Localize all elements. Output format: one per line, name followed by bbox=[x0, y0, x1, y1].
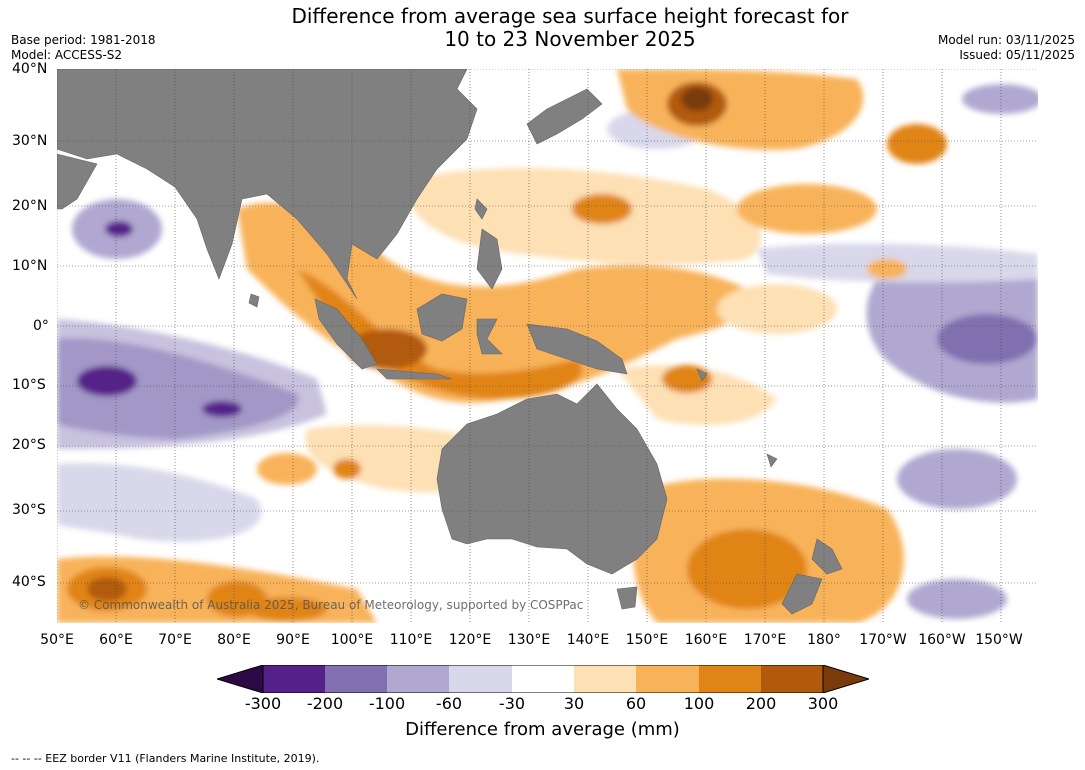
colorbar bbox=[217, 665, 869, 693]
colorbar-tick: -60 bbox=[435, 694, 463, 713]
lon-label-150e: 150°E bbox=[625, 632, 669, 648]
meta-right: Model run: 03/11/2025 Issued: 05/11/2025 bbox=[938, 33, 1075, 63]
lat-label-10n: 10°N bbox=[12, 258, 48, 274]
lat-label-20s: 20°S bbox=[12, 437, 46, 453]
lat-label-20n: 20°N bbox=[12, 198, 48, 214]
map-panel[interactable] bbox=[57, 69, 1038, 623]
colorbar-swatch-200-100 bbox=[325, 665, 387, 693]
colorbar-swatch-100-60 bbox=[387, 665, 449, 693]
map-svg bbox=[57, 69, 1038, 623]
colorbar-swatch-30-60 bbox=[574, 665, 636, 693]
lon-label-170e: 170°E bbox=[743, 632, 787, 648]
lon-label-50e: 50°E bbox=[40, 632, 74, 648]
colorbar-swatch-neutral bbox=[512, 665, 574, 693]
lon-label-170w: 170°W bbox=[859, 632, 907, 648]
lat-label-40n: 40°N bbox=[12, 61, 48, 77]
model-name: Model: ACCESS-S2 bbox=[11, 48, 123, 62]
colorbar-swatch-60-30 bbox=[449, 665, 512, 693]
lon-label-60e: 60°E bbox=[99, 632, 133, 648]
colorbar-tick: 300 bbox=[807, 694, 839, 713]
colorbar-tick: 200 bbox=[745, 694, 777, 713]
lon-label-80e: 80°E bbox=[217, 632, 251, 648]
title-line-1: Difference from average sea surface heig… bbox=[291, 4, 849, 28]
colorbar-swatch-100-200 bbox=[699, 665, 761, 693]
lon-label-160e: 160°E bbox=[684, 632, 728, 648]
lat-label-10s: 10°S bbox=[12, 377, 46, 393]
copyright-notice: © Commonwealth of Australia 2025, Bureau… bbox=[78, 598, 584, 612]
colorbar-tick: -300 bbox=[244, 694, 282, 713]
colorbar-swatch-below-300 bbox=[217, 665, 263, 693]
colorbar-tick: 30 bbox=[563, 694, 585, 713]
lon-label-90e: 90°E bbox=[276, 632, 310, 648]
colorbar-swatch-200-300 bbox=[761, 665, 823, 693]
anomaly-field bbox=[57, 69, 1038, 623]
colorbar-tick: 100 bbox=[683, 694, 715, 713]
colorbar-swatch-300-200 bbox=[263, 665, 325, 693]
lon-label-120e: 120°E bbox=[448, 632, 492, 648]
land bbox=[57, 69, 843, 615]
colorbar-tick: -200 bbox=[306, 694, 344, 713]
eez-legend-note: -- -- -- EEZ border V11 (Flanders Marine… bbox=[11, 752, 320, 765]
map-title: Difference from average sea surface heig… bbox=[0, 5, 1085, 51]
issued-date: Issued: 05/11/2025 bbox=[959, 48, 1075, 62]
lon-label-100e: 100°E bbox=[330, 632, 374, 648]
lat-label-30s: 30°S bbox=[12, 502, 46, 518]
lon-label-160w: 160°W bbox=[918, 632, 966, 648]
graticule bbox=[57, 69, 1038, 623]
colorbar-swatch-60-100 bbox=[636, 665, 699, 693]
lon-label-110e: 110°E bbox=[389, 632, 433, 648]
model-run: Model run: 03/11/2025 bbox=[937, 33, 1075, 47]
lat-label-0: 0° bbox=[33, 318, 49, 334]
lon-label-180: 180° bbox=[807, 632, 841, 648]
lat-label-40s: 40°S bbox=[12, 574, 46, 590]
lon-label-70e: 70°E bbox=[158, 632, 192, 648]
colorbar-label: Difference from average (mm) bbox=[405, 719, 680, 740]
base-period: Base period: 1981-2018 bbox=[11, 33, 156, 47]
lat-label-30n: 30°N bbox=[12, 133, 48, 149]
colorbar-tick: -100 bbox=[368, 694, 406, 713]
colorbar-tick: -30 bbox=[498, 694, 526, 713]
title-line-2: 10 to 23 November 2025 bbox=[444, 27, 696, 51]
lon-label-140e: 140°E bbox=[566, 632, 610, 648]
lon-label-130e: 130°E bbox=[507, 632, 551, 648]
colorbar-tick: 60 bbox=[625, 694, 647, 713]
lon-label-150w: 150°W bbox=[975, 632, 1023, 648]
meta-left: Base period: 1981-2018 Model: ACCESS-S2 bbox=[11, 33, 156, 63]
colorbar-swatch-above-300 bbox=[823, 665, 869, 693]
